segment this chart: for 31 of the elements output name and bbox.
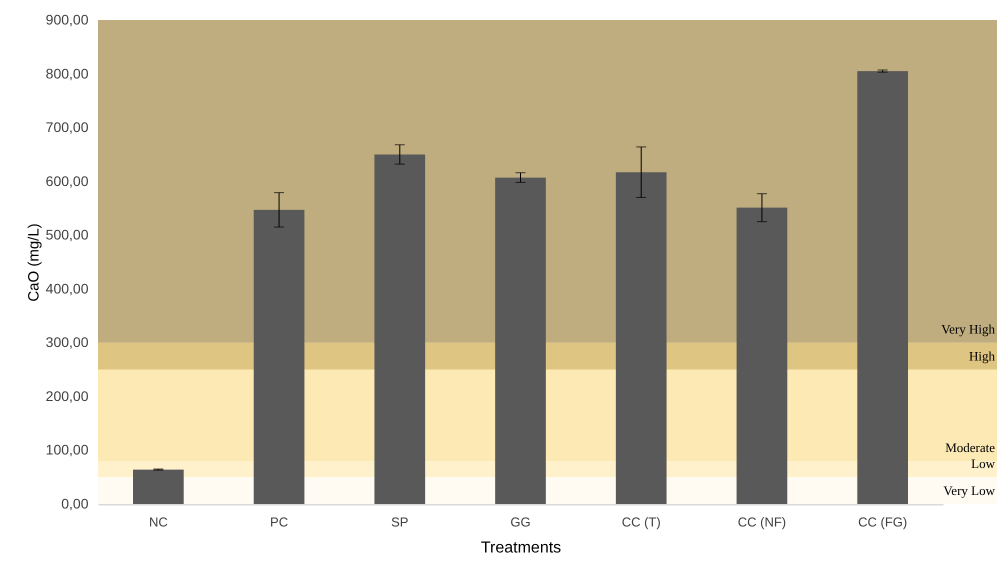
x-tick-label: CC (FG) [858,514,908,530]
x-tick-label: GG [510,514,531,530]
y-tick-label: 900,00 [46,12,89,28]
bar [736,208,788,504]
x-tick-label: PC [270,514,288,530]
bar [133,470,184,504]
y-tick-label: 200,00 [46,388,89,404]
x-axis-title: Treatments [480,540,562,556]
band-label: Very Low [943,483,996,498]
band-label: Very High [941,322,996,337]
x-tick-label: NC [148,514,168,530]
y-tick-label: 800,00 [46,65,89,82]
y-tick-label: 400,00 [46,280,89,296]
y-tick-label: 300,00 [46,334,89,350]
y-tick-label: 600,00 [46,172,89,189]
y-tick-label: 700,00 [46,119,89,136]
bar [495,178,546,504]
x-tick-label: SP [391,514,408,530]
y-tick-label: 0,00 [61,496,89,512]
band-label: Moderate [945,440,996,455]
bar [374,154,426,504]
x-tick-label: CC (T) [622,514,661,530]
bar [616,172,667,504]
band-label: High [969,348,996,364]
y-tick-label: 100,00 [46,442,89,458]
y-tick-label: 500,00 [46,226,89,243]
bar [254,210,304,504]
band-label: Low [971,456,996,472]
y-axis-title: CaO (mg/L) [26,223,43,302]
bar [857,71,908,504]
x-tick-label: CC (NF) [738,514,786,530]
